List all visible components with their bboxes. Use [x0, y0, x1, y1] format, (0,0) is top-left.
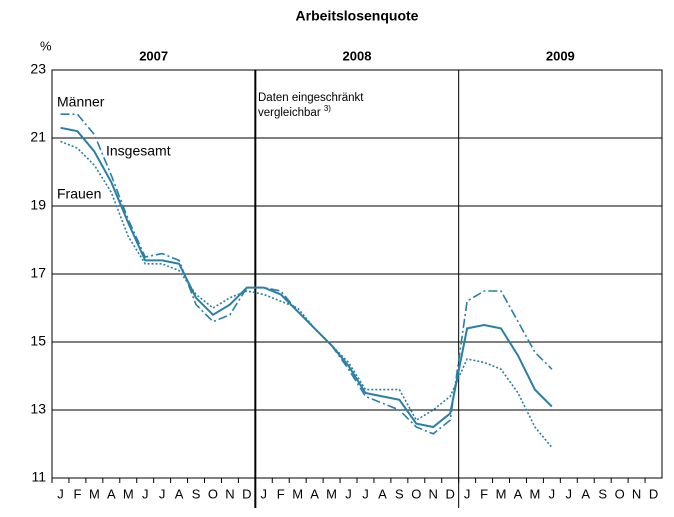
- x-tick-label: J: [261, 486, 268, 501]
- x-tick-label: S: [598, 486, 607, 501]
- x-tick-label: F: [73, 486, 81, 501]
- x-tick-label: N: [632, 486, 641, 501]
- x-tick-label: O: [615, 486, 625, 501]
- x-tick-label: O: [411, 486, 421, 501]
- x-tick-label: A: [378, 486, 387, 501]
- y-tick-label: 23: [30, 61, 46, 77]
- series-line: [60, 140, 553, 448]
- x-tick-label: O: [208, 486, 218, 501]
- x-tick-label: F: [277, 486, 285, 501]
- y-tick-label: 13: [30, 401, 46, 417]
- series-line: [60, 113, 553, 435]
- series-line: [60, 126, 553, 429]
- y-tick-label: 17: [30, 265, 46, 281]
- x-tick-label: F: [480, 486, 488, 501]
- x-tick-label: N: [225, 486, 234, 501]
- series-label: Insgesamt: [106, 143, 171, 159]
- x-tick-label: A: [514, 486, 523, 501]
- x-tick-label: J: [345, 486, 352, 501]
- x-tick-label: M: [123, 486, 134, 501]
- annotation: vergleichbar: [258, 107, 321, 119]
- x-tick-label: J: [566, 486, 573, 501]
- x-tick-label: D: [649, 486, 658, 501]
- y-tick-label: 11: [31, 469, 46, 485]
- annotation-note: 3): [324, 104, 331, 113]
- chart-title: Arbeitslosenquote: [296, 8, 419, 24]
- x-tick-label: D: [242, 486, 251, 501]
- y-tick-label: 15: [30, 333, 46, 349]
- series-label: Frauen: [57, 186, 101, 202]
- x-tick-label: S: [192, 486, 201, 501]
- series-label: Männer: [57, 94, 105, 110]
- annotation: Daten eingeschränkt: [258, 92, 364, 104]
- y-tick-label: 19: [30, 197, 46, 213]
- x-tick-label: M: [529, 486, 540, 501]
- x-tick-label: S: [395, 486, 404, 501]
- x-tick-label: M: [292, 486, 303, 501]
- y-axis-label: %: [40, 38, 52, 53]
- x-tick-label: A: [107, 486, 116, 501]
- x-tick-label: A: [175, 486, 184, 501]
- x-tick-label: M: [496, 486, 507, 501]
- year-label: 2008: [343, 48, 372, 63]
- y-tick-label: 21: [30, 129, 46, 145]
- x-tick-label: M: [89, 486, 100, 501]
- x-tick-label: D: [445, 486, 454, 501]
- x-tick-label: J: [549, 486, 556, 501]
- year-label: 2009: [546, 48, 575, 63]
- x-tick-label: J: [159, 486, 166, 501]
- x-tick-label: N: [429, 486, 438, 501]
- x-tick-label: J: [142, 486, 149, 501]
- x-tick-label: M: [326, 486, 337, 501]
- x-tick-label: J: [362, 486, 369, 501]
- x-tick-label: J: [464, 486, 471, 501]
- x-tick-label: A: [581, 486, 590, 501]
- year-label: 2007: [139, 48, 168, 63]
- annotation: vergleichbar 3): [258, 104, 331, 119]
- x-tick-label: J: [57, 486, 64, 501]
- x-tick-label: A: [310, 486, 319, 501]
